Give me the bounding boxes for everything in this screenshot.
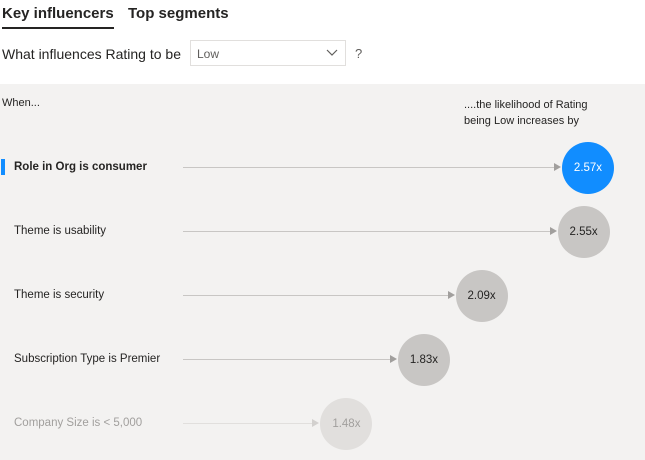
rating-value-dropdown[interactable]: Low [190,40,346,66]
selection-indicator [1,159,5,175]
influencer-label: Theme is usability [14,225,107,237]
chevron-down-icon [326,49,338,56]
likelihood-header: ....the likelihood of Rating being Low i… [464,97,639,129]
arrow-right-icon [312,419,320,427]
question-mark: ? [355,46,363,61]
influencer-label: Theme is security [14,289,105,301]
influence-value-bubble[interactable]: 2.55x [557,206,610,258]
when-header: When... [2,97,40,109]
influencer-row[interactable]: Role in Org is consumer 2.57x [0,140,645,196]
tab-key-influencers[interactable]: Key influencers [2,5,114,29]
influencer-connector-line [183,295,448,296]
influencers-panel: When... ....the likelihood of Rating bei… [0,84,645,460]
question-label: What influences Rating to be [2,46,181,62]
tab-bar: Key influencers Top segments [0,0,645,32]
arrow-right-icon [554,163,561,171]
influence-value-bubble[interactable]: 2.09x [455,270,508,322]
influencer-row[interactable]: Subscription Type is Premier 1.83x [0,332,645,388]
influence-value-bubble[interactable]: 2.57x [562,142,614,194]
influence-value-bubble[interactable]: 1.83x [397,334,450,386]
influencer-connector-line [183,167,554,168]
influencer-row[interactable]: Theme is usability 2.55x [0,204,645,260]
arrow-right-icon [447,291,455,299]
dropdown-selected-value: Low [197,47,220,61]
influencer-connector-line [183,359,390,360]
influence-value-bubble[interactable]: 1.48x [320,398,373,450]
influencer-label: Subscription Type is Premier [14,353,161,365]
tab-top-segments[interactable]: Top segments [128,5,229,22]
influencer-row[interactable]: Theme is security 2.09x [0,268,645,324]
influencer-label: Company Size is < 5,000 [14,417,143,429]
likelihood-header-line1: ....the likelihood of Rating [464,99,588,111]
influencer-connector-line [183,231,550,232]
arrow-right-icon [389,355,397,363]
influencer-connector-line [183,423,313,424]
arrow-right-icon [549,227,557,235]
influencer-label: Role in Org is consumer [14,161,147,173]
influencer-row[interactable]: Company Size is < 5,000 1.48x [0,396,645,452]
likelihood-header-line2: being Low increases by [464,115,579,127]
